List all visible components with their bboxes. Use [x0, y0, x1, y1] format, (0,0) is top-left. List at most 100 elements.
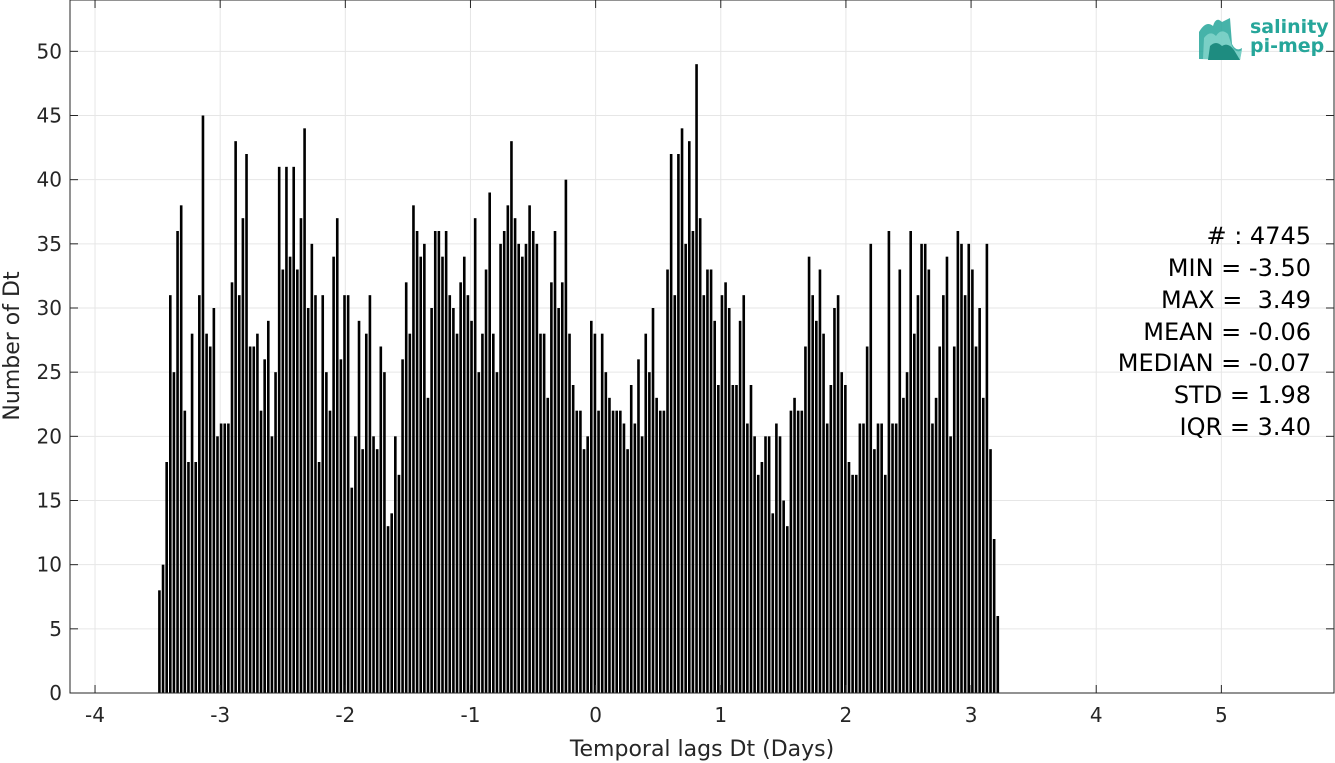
histogram-bar	[902, 397, 905, 693]
histogram-bar	[462, 256, 466, 693]
histogram-bar	[702, 295, 706, 693]
histogram-bar	[847, 462, 851, 693]
histogram-bar	[172, 372, 176, 693]
axes	[69, 0, 1335, 694]
histogram-bar	[176, 231, 179, 693]
histogram-bar	[695, 64, 698, 694]
histogram-bar	[346, 295, 350, 693]
histogram-bar	[321, 295, 325, 693]
salinity-pimep-logo: salinity pi-mep	[1199, 16, 1329, 60]
histogram-bar	[292, 166, 296, 693]
histogram-bar	[448, 295, 452, 693]
histogram-bar	[354, 436, 357, 693]
histogram-bar	[796, 410, 800, 693]
histogram-bar	[971, 269, 974, 693]
histogram-bar	[361, 449, 364, 693]
histogram-bar	[216, 436, 219, 693]
histogram-bar	[669, 154, 673, 693]
histogram-bar	[869, 243, 873, 693]
histogram-bar	[887, 231, 891, 693]
y-axis-label: Number of Dt	[0, 271, 25, 421]
histogram-bar	[611, 410, 615, 693]
histogram-bar	[521, 256, 524, 693]
histogram-bar	[245, 154, 248, 693]
histogram-bar	[818, 269, 822, 693]
histogram-bar	[550, 282, 553, 693]
histogram-bar	[600, 333, 604, 693]
histogram-bar	[241, 218, 245, 694]
histogram-bar	[310, 243, 314, 693]
histogram-bar	[978, 308, 981, 693]
histogram-bar	[709, 269, 713, 693]
histogram-bar	[713, 320, 717, 693]
histogram-bar	[492, 333, 495, 693]
x-tick-label: -4	[85, 703, 105, 727]
wave-logo-icon	[1199, 18, 1242, 60]
histogram-bar	[524, 243, 528, 693]
histogram-bar	[735, 385, 738, 693]
histogram-bar	[208, 346, 212, 693]
histogram-bar	[404, 282, 408, 693]
histogram-bar	[637, 359, 640, 693]
histogram-bar	[452, 308, 455, 693]
histogram-bar	[952, 346, 956, 693]
histogram-bar	[535, 243, 539, 693]
histogram-bar	[285, 166, 288, 693]
histogram-bar	[571, 385, 575, 693]
histogram-bar	[419, 256, 423, 693]
histogram-bar	[658, 410, 662, 693]
histogram-bar	[629, 385, 633, 693]
y-tick-label: 20	[37, 424, 62, 448]
histogram-bar	[865, 346, 869, 693]
histogram-bar	[553, 231, 557, 693]
histogram-bar	[974, 346, 978, 693]
y-tick-label: 5	[49, 617, 62, 641]
x-tick-label: 1	[714, 703, 727, 727]
histogram-bar	[430, 308, 433, 693]
histogram-bar	[179, 205, 183, 693]
histogram-bar	[560, 282, 564, 693]
histogram-bar	[916, 295, 920, 693]
histogram-bar	[622, 423, 626, 693]
histogram-bar	[938, 346, 942, 693]
histogram-bar	[597, 410, 600, 693]
histogram-bar	[557, 308, 560, 693]
histogram-bar	[876, 423, 880, 693]
histogram-bar	[495, 372, 499, 693]
y-tick-label: 30	[37, 296, 62, 320]
histogram-bar	[858, 423, 862, 693]
y-tick-label: 25	[37, 360, 62, 384]
histogram-bar	[499, 243, 502, 693]
histogram-bar	[724, 282, 727, 693]
histogram-bar	[989, 449, 992, 693]
histogram-bar	[194, 462, 198, 693]
histogram-bar	[727, 308, 731, 693]
histogram-bar	[386, 526, 390, 693]
histogram-bar	[546, 397, 550, 693]
histogram-bar	[375, 449, 379, 693]
histogram-bar	[542, 333, 546, 693]
histogram-bar	[314, 295, 317, 693]
histogram-bar	[731, 385, 735, 693]
histogram-bar	[190, 333, 194, 693]
histogram-bar	[528, 205, 531, 693]
histogram-bar	[764, 436, 767, 693]
x-tick-label: 0	[589, 703, 602, 727]
logo-text-line1: salinity	[1250, 16, 1329, 38]
histogram-bar	[539, 333, 542, 693]
y-tick-label: 15	[37, 489, 62, 513]
histogram-bar	[252, 346, 256, 693]
histogram-bar	[332, 256, 335, 693]
histogram-bar	[604, 372, 608, 693]
histogram-bar	[894, 423, 898, 693]
x-tick-label: 2	[840, 703, 853, 727]
histogram-bar	[277, 166, 281, 693]
histogram-bar	[575, 410, 579, 693]
histogram-bar	[161, 564, 165, 693]
histogram-bar	[956, 231, 960, 693]
histogram-bar	[778, 436, 782, 693]
histogram-bar	[942, 295, 945, 693]
histogram-bar	[270, 436, 274, 693]
histogram-bar	[807, 256, 811, 693]
histogram-bar	[742, 295, 746, 693]
